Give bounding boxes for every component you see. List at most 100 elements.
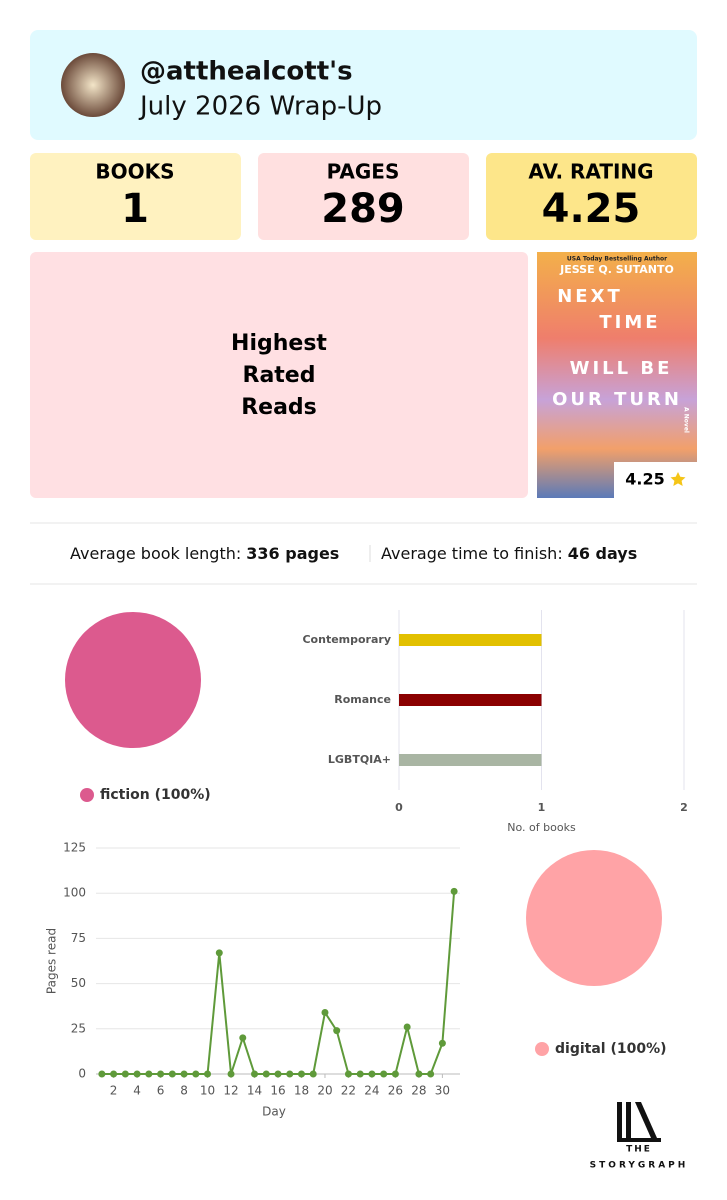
logo-text: THE (626, 1145, 652, 1155)
point (180, 1070, 188, 1078)
x-tick-label: 24 (364, 1084, 379, 1098)
logo-bar (626, 1102, 631, 1138)
cover-title: NEXT (557, 286, 623, 307)
legend-label: fiction (100%) (100, 787, 211, 803)
header-box (30, 30, 697, 140)
point (403, 1023, 411, 1031)
stat-box (486, 153, 697, 240)
heading: Highest (231, 331, 327, 356)
point (133, 1070, 141, 1078)
book-cover (537, 252, 697, 498)
point (321, 1009, 329, 1017)
x-tick-label: 16 (270, 1084, 285, 1098)
summary-label: Average book length: (70, 544, 241, 563)
y-tick-label: 125 (63, 841, 86, 855)
y-tick-label: 0 (78, 1067, 86, 1081)
y-tick-label: 50 (71, 976, 86, 990)
cover-tagline: USA Today Bestselling Author (567, 256, 667, 263)
highest-rated-box (30, 252, 528, 498)
stat-label: BOOKS (95, 160, 174, 184)
y-tick-label: Contemporary (302, 633, 391, 646)
x-tick-label: 26 (388, 1084, 403, 1098)
handle: @atthealcott's (140, 57, 353, 87)
y-tick-label: LGBTQIA+ (328, 753, 391, 766)
x-tick-label: 1 (538, 801, 546, 814)
summary-label: Average time to finish: (381, 544, 563, 563)
pie-slice (65, 612, 201, 748)
logo-base (617, 1138, 661, 1142)
legend-marker (535, 1042, 549, 1056)
point (204, 1070, 212, 1078)
point (192, 1070, 200, 1078)
point (356, 1070, 364, 1078)
point (333, 1027, 341, 1035)
point (344, 1070, 352, 1078)
x-tick-label: 6 (157, 1084, 165, 1098)
point (239, 1034, 247, 1042)
point (98, 1070, 106, 1078)
book-rating: 4.25 (625, 470, 664, 489)
logo-bar (617, 1102, 622, 1138)
cover-subtitle: A Novel (683, 407, 690, 433)
x-tick-label: 2 (680, 801, 688, 814)
point (309, 1070, 317, 1078)
x-tick-label: 30 (435, 1084, 450, 1098)
point (227, 1070, 235, 1078)
x-tick-label: 8 (180, 1084, 188, 1098)
logo-bar (635, 1102, 657, 1138)
rating-badge (614, 462, 697, 498)
x-tick-label: 14 (247, 1084, 262, 1098)
y-tick-label: 100 (63, 886, 86, 900)
avatar (61, 53, 125, 117)
bar (399, 634, 542, 646)
x-tick-label: 10 (200, 1084, 215, 1098)
wrap-title: July 2026 Wrap-Up (138, 92, 382, 122)
point (368, 1070, 376, 1078)
summary-value: 336 pages (246, 544, 339, 563)
point (297, 1070, 305, 1078)
x-tick-label: 2 (110, 1084, 118, 1098)
summary-right: Average time to finish: 46 days (381, 544, 637, 563)
point (215, 949, 223, 957)
summary-left: Average book length: 336 pages (70, 544, 339, 563)
bar (399, 694, 542, 706)
x-tick-label: 12 (223, 1084, 238, 1098)
stat-value: 4.25 (542, 186, 641, 232)
x-axis-label: No. of books (507, 821, 576, 834)
y-axis-label: Pages read (45, 928, 59, 994)
x-tick-label: 4 (133, 1084, 141, 1098)
star-icon (670, 472, 686, 486)
point (251, 1070, 259, 1078)
x-tick-label: 28 (411, 1084, 426, 1098)
stat-box (30, 153, 241, 240)
stat-label: AV. RATING (528, 160, 653, 184)
point (168, 1070, 176, 1078)
stat-value: 289 (321, 186, 405, 232)
x-tick-label: 22 (341, 1084, 356, 1098)
point (110, 1070, 118, 1078)
point (274, 1070, 282, 1078)
cover-title: TIME (599, 312, 660, 333)
cover-title: OUR TURN (552, 389, 682, 410)
legend-label: digital (100%) (555, 1041, 667, 1057)
legend-marker (80, 788, 94, 802)
point (427, 1070, 435, 1078)
stat-box (258, 153, 469, 240)
cover-author: JESSE Q. SUTANTO (559, 263, 674, 276)
point (286, 1070, 294, 1078)
stat-label: PAGES (327, 160, 400, 184)
point (145, 1070, 153, 1078)
line-series (101, 891, 456, 1075)
x-tick-label: 0 (395, 801, 403, 814)
y-tick-label: Romance (334, 693, 391, 706)
point (157, 1070, 165, 1078)
heading: Rated (243, 363, 316, 388)
y-tick-label: 75 (71, 931, 86, 945)
x-axis-label: Day (262, 1105, 286, 1119)
logo (617, 1102, 661, 1142)
logo-text: STORYGRAPH (590, 1161, 689, 1171)
point (380, 1070, 388, 1078)
pie-slice (526, 850, 662, 986)
